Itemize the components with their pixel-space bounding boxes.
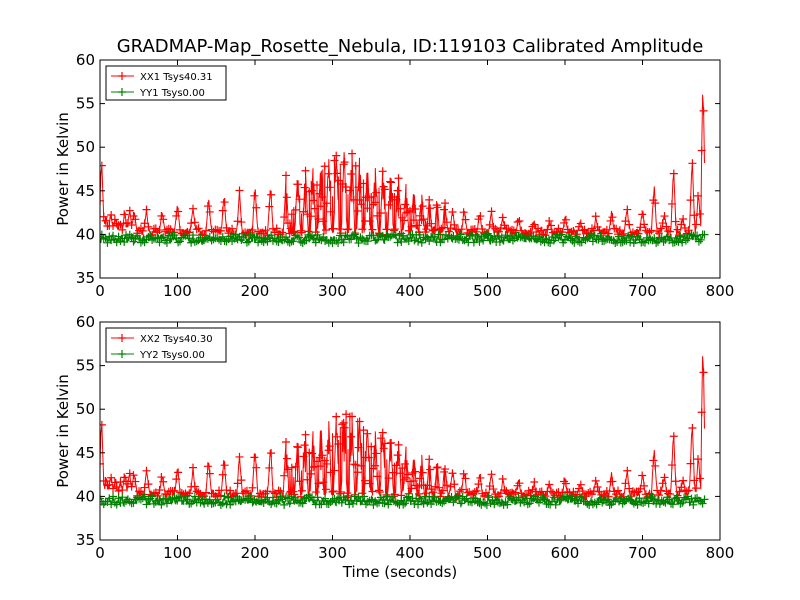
- legend-label: YY2 Tsys0.00: [139, 350, 205, 361]
- legend: XX2 Tsys40.30 YY2 Tsys0.00: [105, 327, 227, 363]
- y-tick-label: 40: [76, 487, 95, 505]
- legend-label: XX1 Tsys40.31: [140, 72, 213, 83]
- x-tick-label: 800: [706, 282, 735, 300]
- y-tick-label: 35: [76, 269, 95, 287]
- legend-marker: [118, 334, 126, 342]
- y-axis-label: Power in Kelvin: [54, 374, 72, 488]
- legend-box: [105, 327, 227, 363]
- legend: XX1 Tsys40.31 YY1 Tsys0.00: [105, 65, 227, 101]
- y-tick-label: 60: [76, 313, 95, 331]
- y-tick-label: 40: [76, 225, 95, 243]
- x-tick-label: 300: [318, 282, 347, 300]
- y-tick-label: 45: [76, 444, 95, 462]
- subplot-2: 0 100 200 300 400 500 600 700 800 35 40 45 50 55 60 Pow…: [54, 313, 734, 581]
- legend-label: XX2 Tsys40.30: [140, 334, 213, 345]
- y-tick-label: 35: [76, 531, 95, 549]
- x-tick-label: 600: [551, 282, 580, 300]
- x-tick-label: 400: [396, 282, 425, 300]
- legend-box: [105, 65, 227, 101]
- x-tick-label: 200: [241, 544, 270, 562]
- x-tick-label: 100: [163, 282, 192, 300]
- chart-title: GRADMAP-Map_Rosette_Nebula, ID:119103 Ca…: [117, 36, 704, 57]
- x-tick-label: 600: [551, 544, 580, 562]
- y-axis-label: Power in Kelvin: [54, 112, 72, 226]
- y-tick-label: 50: [76, 138, 95, 156]
- x-tick-label: 0: [95, 544, 105, 562]
- x-axis-label: Time (seconds): [342, 563, 458, 581]
- plot-area-2: [100, 356, 709, 510]
- x-tick-label: 800: [706, 544, 735, 562]
- x-tick-label: 0: [95, 282, 105, 300]
- legend-marker: [118, 72, 126, 80]
- x-tick-label: 300: [318, 544, 347, 562]
- x-tick-label: 500: [473, 544, 502, 562]
- y-tick-label: 45: [76, 182, 95, 200]
- x-tick-label: 700: [628, 282, 657, 300]
- x-tick-label: 100: [163, 544, 192, 562]
- legend-label: YY1 Tsys0.00: [139, 88, 205, 99]
- series-line-1: [100, 356, 705, 499]
- legend-marker: [118, 350, 126, 358]
- series-markers-2: [100, 230, 709, 248]
- x-tick-label: 500: [473, 282, 502, 300]
- y-tick-label: 60: [76, 51, 95, 69]
- y-tick-label: 50: [76, 400, 95, 418]
- series-markers-1: [100, 106, 708, 240]
- x-tick-label: 200: [241, 282, 270, 300]
- y-tick-label: 55: [76, 95, 95, 113]
- legend-marker: [118, 88, 126, 96]
- x-tick-label: 700: [628, 544, 657, 562]
- y-tick-label: 55: [76, 357, 95, 375]
- x-tick-label: 400: [396, 544, 425, 562]
- plot-area-1: [100, 94, 709, 248]
- subplot-1: 0 100 200 300 400 500 600 700 800 35 40 45 50 55 60 Pow…: [54, 51, 734, 300]
- series-markers-2: [100, 492, 709, 510]
